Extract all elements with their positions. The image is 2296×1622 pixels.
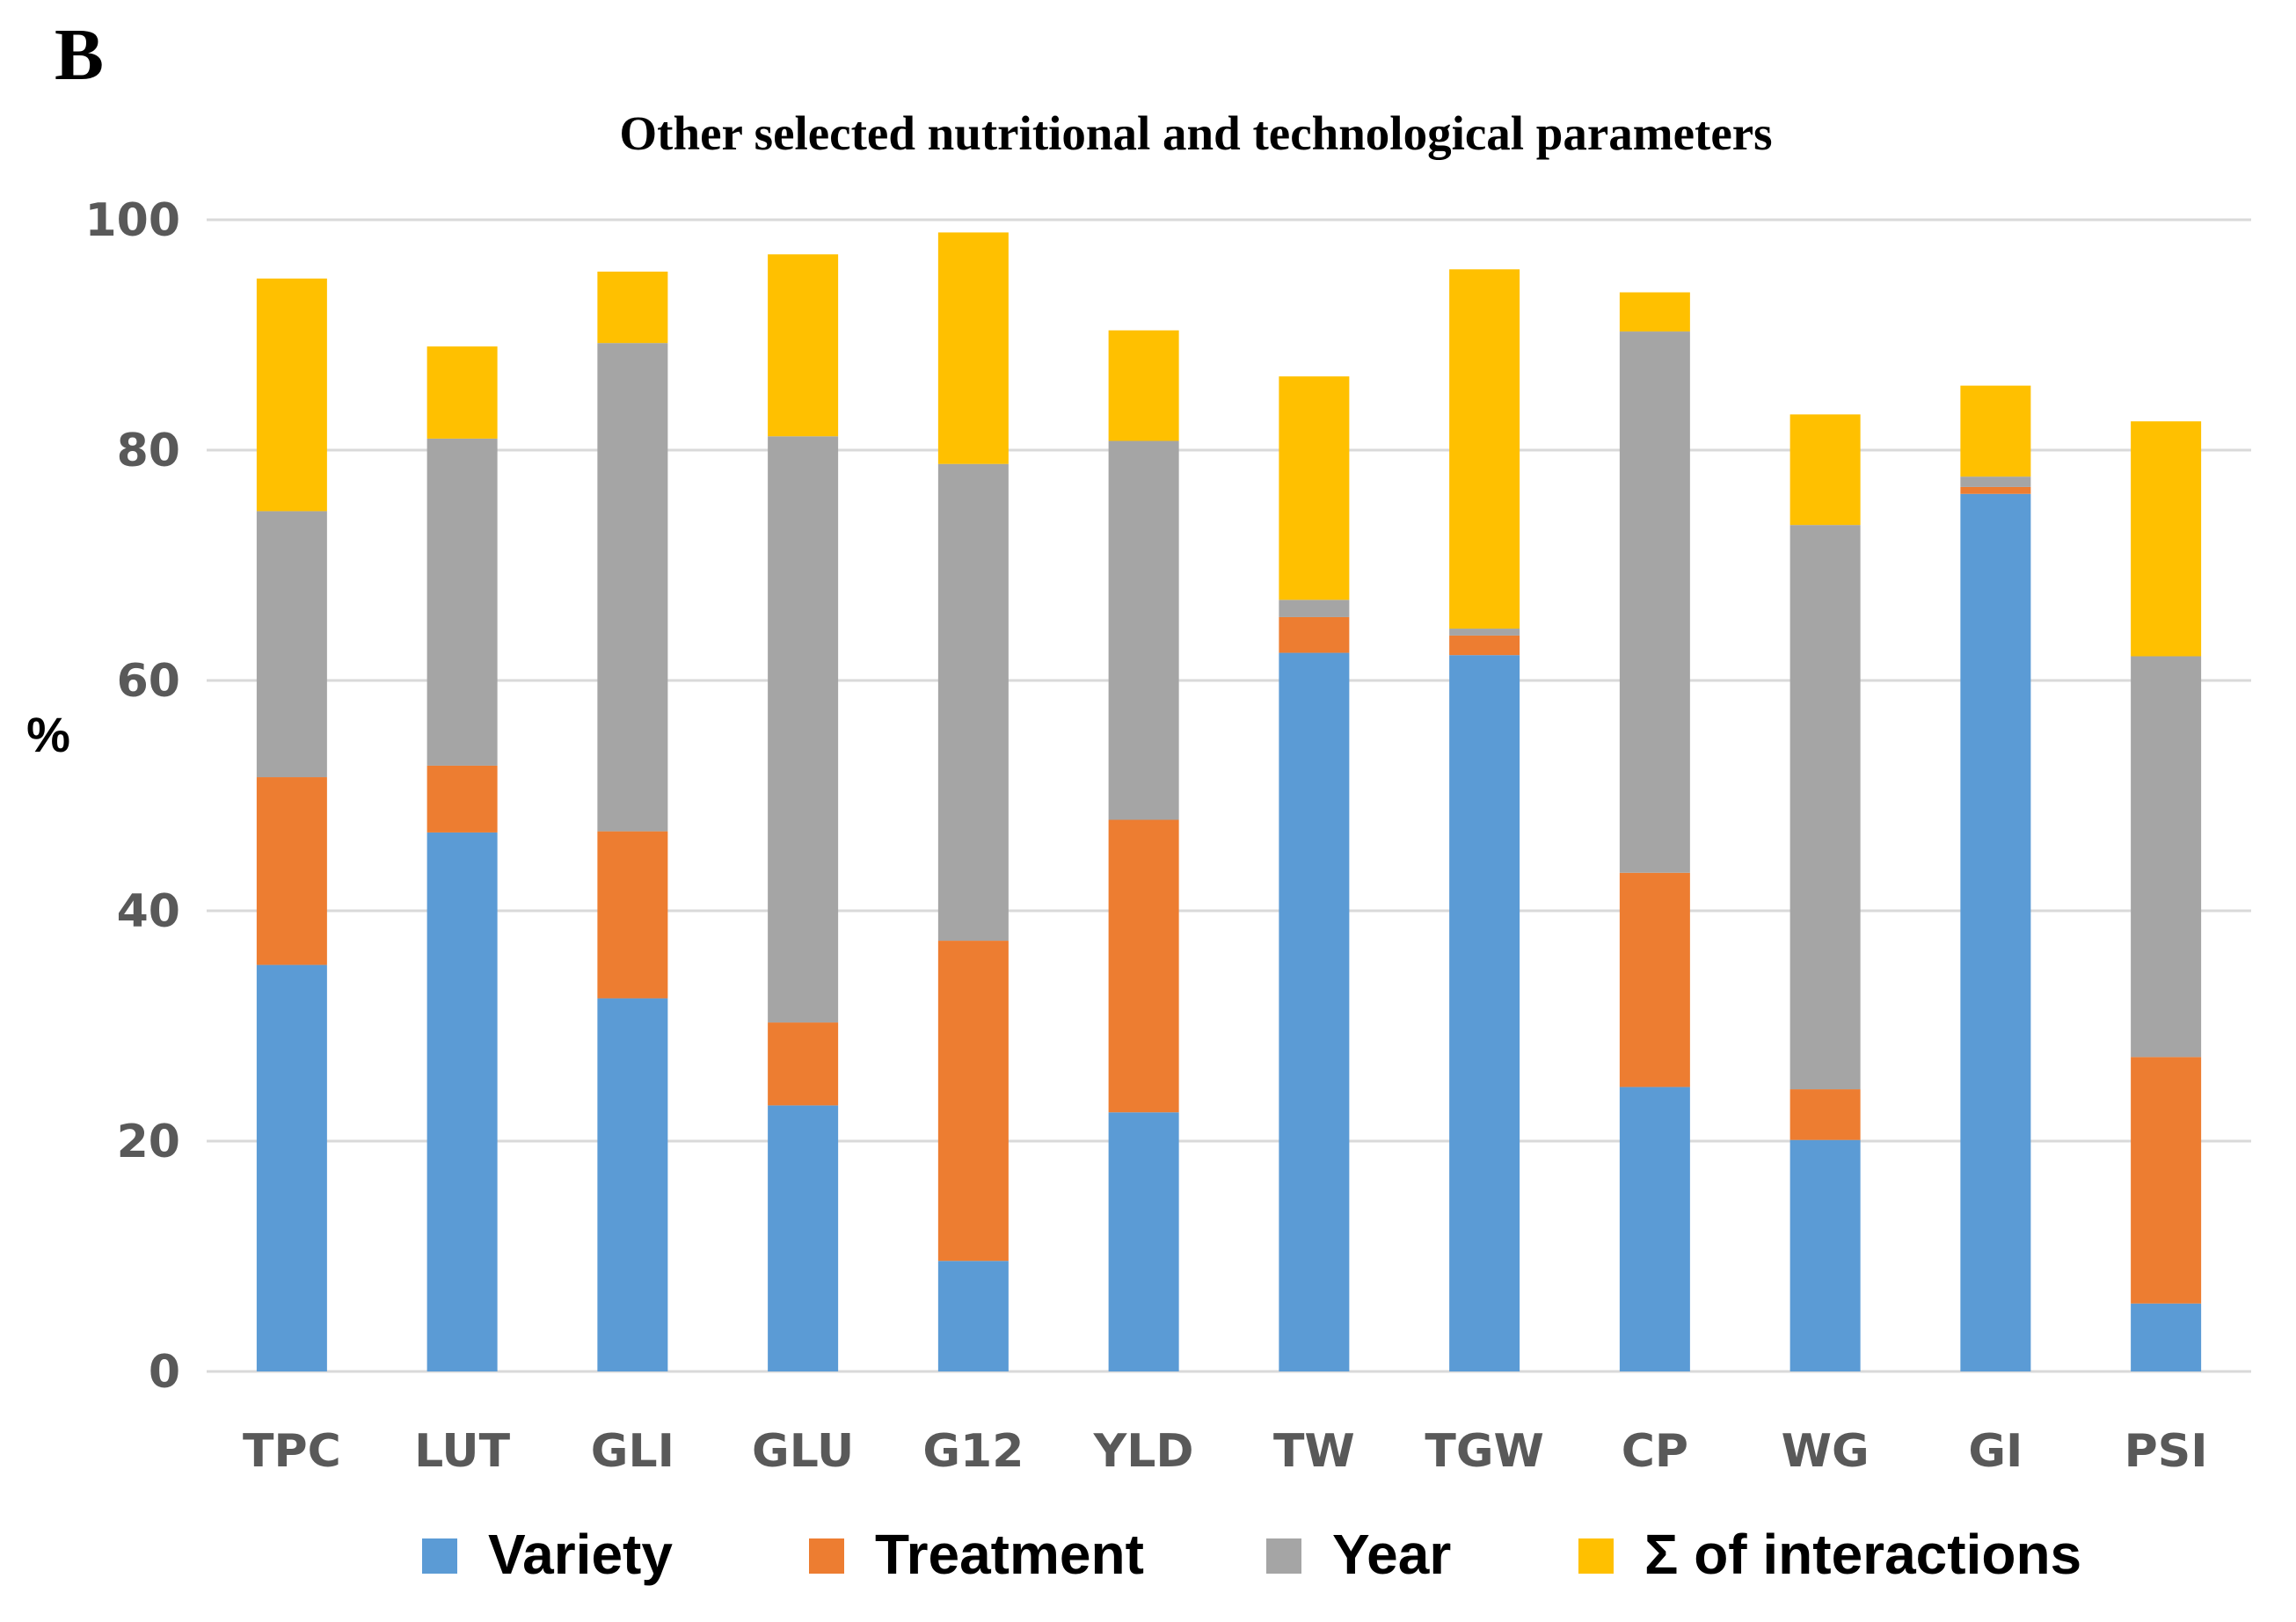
bar-variety-gi [1960, 493, 2031, 1371]
x-tick-label: GI [1968, 1425, 2023, 1478]
y-tick-label: 100 [84, 194, 180, 247]
y-tick-label: 0 [149, 1346, 180, 1399]
x-tick-label: G12 [922, 1425, 1024, 1478]
bar-of-interactions-tw [1279, 376, 1350, 600]
bar-of-interactions-wg [1789, 414, 1861, 526]
bar-treatment-tpc [256, 777, 327, 965]
bar-variety-psi [2131, 1303, 2202, 1371]
bar-variety-cp [1619, 1087, 1690, 1371]
legend-item-year: Year [1266, 1523, 1451, 1586]
bar-of-interactions-lut [426, 346, 498, 439]
bar-stack-tgw [1449, 269, 1520, 1371]
legend-label: Variety [488, 1523, 673, 1586]
bar-year-g12 [937, 463, 1009, 942]
bar-variety-lut [426, 832, 498, 1371]
bar-of-interactions-glu [768, 254, 839, 437]
bar-year-tpc [256, 511, 327, 778]
bar-year-psi [2131, 656, 2202, 1058]
bar-year-lut [426, 438, 498, 766]
legend-swatch [1578, 1538, 1614, 1574]
bar-year-cp [1619, 331, 1690, 873]
x-tick-label: TW [1273, 1425, 1355, 1478]
x-tick-label: GLI [591, 1425, 674, 1478]
bar-stack-cp [1619, 292, 1690, 1371]
bar-of-interactions-yld [1108, 330, 1179, 441]
bar-variety-glu [768, 1105, 839, 1371]
x-tick-label: YLD [1093, 1425, 1194, 1478]
legend-item-treatment: Treatment [809, 1523, 1144, 1586]
legend: Variety Treatment Year Σ of interactions [422, 1523, 2081, 1586]
x-tick-label: WG [1782, 1425, 1870, 1478]
bar-stack-tpc [256, 278, 327, 1371]
y-tick-label: 60 [117, 655, 180, 708]
legend-swatch [809, 1538, 844, 1574]
bar-treatment-lut [426, 765, 498, 833]
x-tick-label: PSI [2125, 1425, 2208, 1478]
panel-label: B [55, 14, 104, 96]
bar-year-tgw [1449, 629, 1520, 636]
bar-of-interactions-tpc [256, 278, 327, 512]
bar-of-interactions-cp [1619, 292, 1690, 332]
legend-item-of-interactions: Σ of interactions [1578, 1523, 2081, 1586]
bar-treatment-gi [1960, 486, 2031, 494]
bar-treatment-gli [597, 831, 668, 999]
bar-of-interactions-psi [2131, 421, 2202, 657]
bar-of-interactions-g12 [937, 232, 1009, 464]
bar-of-interactions-gi [1960, 385, 2031, 477]
x-tick-label: LUT [414, 1425, 511, 1478]
y-tick-label: 40 [117, 885, 180, 938]
legend-label: Σ of interactions [1644, 1523, 2081, 1586]
bar-year-yld [1108, 440, 1179, 820]
bar-of-interactions-gli [597, 271, 668, 344]
bar-variety-g12 [937, 1261, 1009, 1371]
bar-variety-gli [597, 998, 668, 1371]
bar-treatment-wg [1789, 1089, 1861, 1140]
bar-year-tw [1279, 600, 1350, 617]
bar-stack-tw [1279, 376, 1350, 1371]
bar-stack-wg [1789, 414, 1861, 1371]
bar-year-gli [597, 343, 668, 832]
bar-variety-wg [1789, 1139, 1861, 1371]
bar-treatment-psi [2131, 1057, 2202, 1304]
bar-treatment-g12 [937, 941, 1009, 1262]
bar-treatment-tgw [1449, 635, 1520, 656]
bar-variety-tw [1279, 652, 1350, 1371]
plot-area: 0 20 40 60 80 100% TPC LUT GLI GLU G12 YLD TW TGW CP WG… [26, 194, 2251, 1478]
bar-treatment-cp [1619, 872, 1690, 1087]
bar-year-gi [1960, 476, 2031, 487]
legend-label: Treatment [875, 1523, 1144, 1586]
bar-stack-lut [426, 346, 498, 1371]
bar-stack-g12 [937, 232, 1009, 1371]
bar-variety-yld [1108, 1112, 1179, 1371]
x-tick-label: CP [1622, 1425, 1688, 1478]
bar-year-glu [768, 436, 839, 1023]
bar-stack-gli [597, 271, 668, 1371]
y-tick-label: 80 [117, 425, 180, 477]
bar-variety-tpc [256, 964, 327, 1371]
legend-swatch [1266, 1538, 1301, 1574]
legend-item-variety: Variety [422, 1523, 673, 1586]
bar-variety-tgw [1449, 655, 1520, 1371]
bar-stack-psi [2131, 421, 2202, 1371]
bar-treatment-yld [1108, 819, 1179, 1113]
x-tick-label: TGW [1425, 1425, 1544, 1478]
legend-label: Year [1332, 1523, 1451, 1586]
chart-title: Other selected nutritional and technolog… [619, 106, 1772, 160]
x-tick-label: GLU [752, 1425, 854, 1478]
bar-of-interactions-tgw [1449, 269, 1520, 629]
y-tick-label: 20 [117, 1116, 180, 1168]
bar-stack-glu [768, 254, 839, 1371]
bar-treatment-tw [1279, 616, 1350, 653]
legend-swatch [422, 1538, 457, 1574]
bar-stack-gi [1960, 385, 2031, 1371]
bar-stack-yld [1108, 330, 1179, 1371]
x-tick-label: TPC [243, 1425, 341, 1478]
bar-treatment-glu [768, 1022, 839, 1106]
bar-year-wg [1789, 525, 1861, 1090]
y-axis-title: % [26, 707, 70, 762]
